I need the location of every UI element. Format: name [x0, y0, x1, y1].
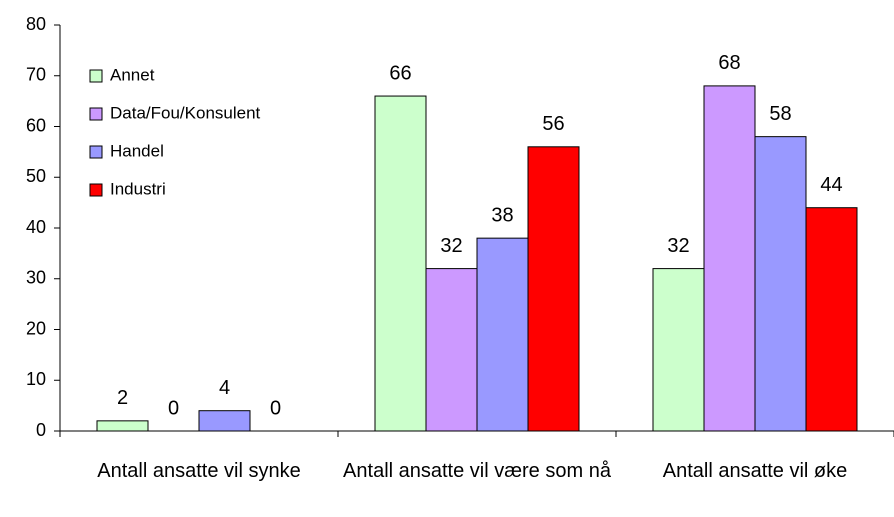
y-tick-label: 70 — [26, 65, 46, 85]
legend-label: Industri — [110, 179, 166, 198]
bar — [476, 237, 529, 432]
data-label: 58 — [769, 103, 791, 125]
y-tick-label: 0 — [36, 420, 46, 440]
data-label: 68 — [718, 52, 740, 74]
legend-swatch — [89, 145, 103, 159]
y-tick-label: 50 — [26, 166, 46, 186]
x-tick-label: Antall ansatte vil øke — [662, 460, 848, 482]
x-tick-label: Antall ansatte vil være som nå — [343, 460, 611, 482]
y-tick-label: 80 — [26, 14, 46, 34]
y-tick-label: 20 — [26, 318, 46, 338]
legend-label: Handel — [110, 141, 164, 160]
data-label: 2 — [117, 387, 128, 409]
legend-swatch — [89, 69, 103, 83]
y-tick-label: 40 — [26, 217, 46, 237]
bar — [198, 410, 251, 432]
bar — [374, 95, 427, 432]
legend-swatch — [89, 183, 103, 197]
data-label: 32 — [667, 235, 689, 257]
data-label: 38 — [491, 204, 513, 226]
data-label: 56 — [542, 113, 564, 135]
bar — [652, 268, 705, 432]
data-label: 4 — [219, 377, 230, 399]
bar — [805, 207, 858, 432]
y-tick-label: 10 — [26, 369, 46, 389]
data-label: 0 — [270, 397, 281, 419]
bar — [527, 146, 580, 432]
data-label: 0 — [168, 397, 179, 419]
legend-swatch — [89, 107, 103, 121]
y-tick-label: 30 — [26, 268, 46, 288]
bar — [754, 136, 807, 432]
bar — [703, 85, 756, 432]
legend-label: Annet — [110, 65, 155, 84]
data-label: 32 — [440, 235, 462, 257]
x-tick-label: Antall ansatte vil synke — [97, 460, 301, 482]
data-label: 66 — [389, 62, 411, 84]
y-tick-label: 60 — [26, 115, 46, 135]
legend-label: Data/Fou/Konsulent — [110, 103, 261, 122]
data-label: 44 — [820, 174, 842, 196]
bar — [425, 268, 478, 432]
bar — [96, 420, 149, 432]
